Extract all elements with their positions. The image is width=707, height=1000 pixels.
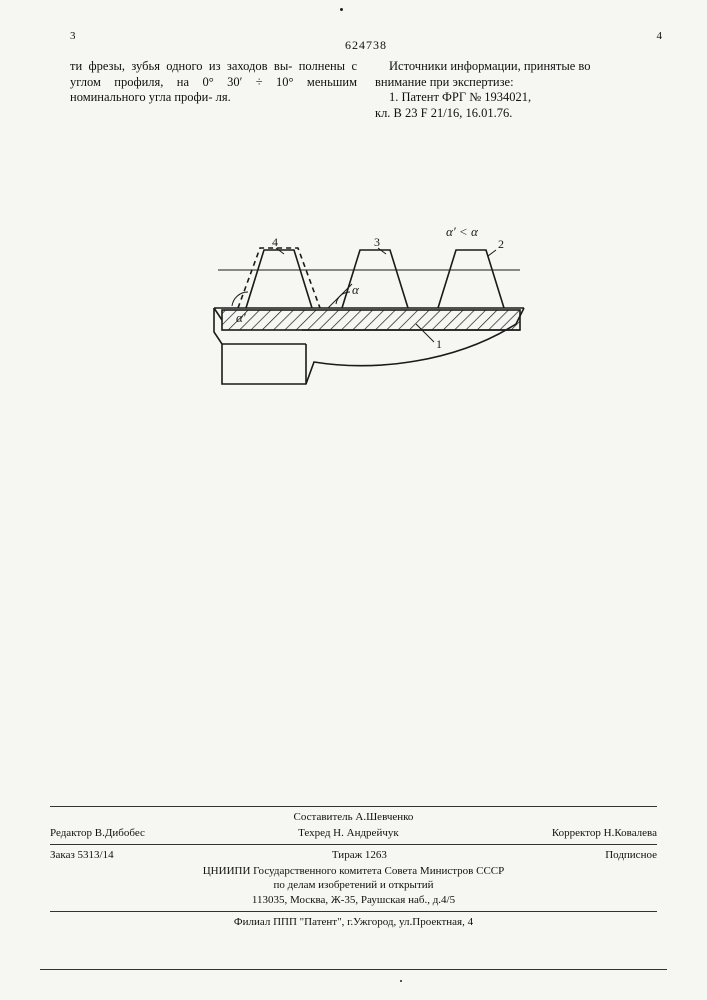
left-column: ти фрезы, зубья одного из заходов вы- по… [70,59,357,122]
footer-rule-2 [50,844,657,845]
right-col-line3: 1. Патент ФРГ № 1934021, [375,90,662,106]
footer-tech: Техред Н. Андрейчук [298,826,399,841]
left-col-text: ти фрезы, зубья одного из заходов вы- по… [70,59,357,106]
cutter-diagram: α′ < α α α′ 1 2 3 4 [176,212,556,412]
label-alpha: α [352,282,360,297]
page-num-left: 3 [70,30,76,42]
footer-org1: ЦНИИПИ Государственного комитета Совета … [50,864,657,879]
cutter-teeth [218,248,520,308]
footer-credits-row: Редактор В.Дибобес Техред Н. Андрейчук К… [50,826,657,841]
footer-order: Заказ 5313/14 [50,848,114,863]
footer-editor: Редактор В.Дибобес [50,826,145,841]
right-col-line2: внимание при экспертизе: [375,75,662,91]
figure-region: α′ < α α α′ 1 2 3 4 [70,212,662,432]
page-root: 3 4 624738 ти фрезы, зубья одного из зах… [0,0,707,1000]
page-bottom-rule [40,969,667,970]
footer-tirazh: Тираж 1263 [332,848,387,863]
footer-corrector: Корректор Н.Ковалева [552,826,657,841]
patent-number: 624738 [70,38,662,53]
footer-rule-3 [50,911,657,912]
label-2: 2 [498,237,504,251]
right-column: Источники информации, принятые во вниман… [375,59,662,122]
footer-podpisnoe: Подписное [605,848,657,863]
figure-labels: α′ < α α α′ 1 2 3 4 [236,224,504,351]
footer-block: Составитель А.Шевченко Редактор В.Дибобе… [50,803,657,930]
noise-speck [400,980,402,982]
label-inequality: α′ < α [446,224,479,239]
footer-addr: 113035, Москва, Ж-35, Раушская наб., д.4… [50,893,657,908]
right-col-line1: Источники информации, принятые во [375,59,662,75]
page-num-right: 4 [657,30,663,42]
label-3: 3 [374,235,380,249]
label-4: 4 [272,235,278,249]
footer-org2: по делам изобретений и открытий [50,878,657,893]
noise-speck [340,8,343,11]
footer-compiler: Составитель А.Шевченко [50,810,657,825]
text-columns: ти фрезы, зубья одного из заходов вы- по… [70,59,662,122]
footer-rule-1 [50,806,657,807]
label-1: 1 [436,337,442,351]
footer-order-row: Заказ 5313/14 Тираж 1263 Подписное [50,848,657,863]
label-alpha-prime: α′ [236,310,246,325]
footer-filial: Филиал ППП "Патент", г.Ужгород, ул.Проек… [50,915,657,930]
cutter-body [214,308,524,384]
right-col-line4: кл. B 23 F 21/16, 16.01.76. [375,106,662,122]
